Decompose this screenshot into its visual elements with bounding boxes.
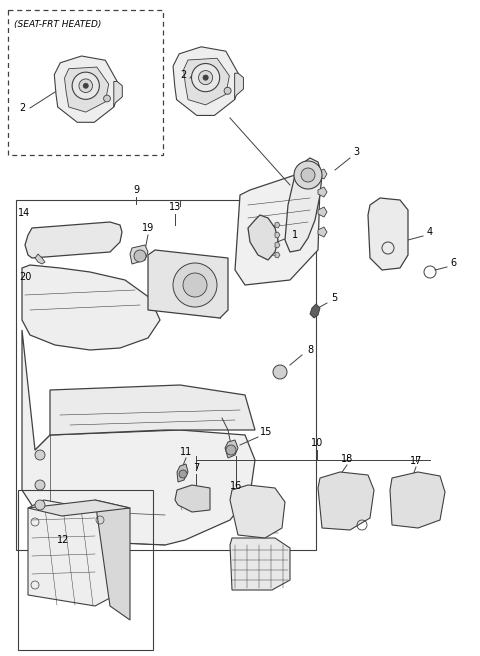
Polygon shape <box>25 222 122 258</box>
Text: 18: 18 <box>341 454 353 464</box>
Polygon shape <box>177 464 188 482</box>
Polygon shape <box>275 252 280 258</box>
Text: 19: 19 <box>142 223 154 233</box>
Text: 7: 7 <box>193 463 199 473</box>
Text: 5: 5 <box>331 293 337 303</box>
Polygon shape <box>318 472 374 530</box>
Text: 20: 20 <box>19 272 31 282</box>
Text: 11: 11 <box>180 447 192 457</box>
Polygon shape <box>318 227 327 237</box>
Circle shape <box>35 480 45 490</box>
Bar <box>16 200 316 550</box>
Polygon shape <box>28 500 110 606</box>
Circle shape <box>224 87 231 94</box>
Polygon shape <box>148 250 228 318</box>
Text: 14: 14 <box>18 208 30 218</box>
Text: 13: 13 <box>169 202 181 212</box>
Circle shape <box>72 72 99 99</box>
Text: 17: 17 <box>410 456 422 466</box>
Polygon shape <box>248 215 278 260</box>
Polygon shape <box>285 158 322 252</box>
Polygon shape <box>310 304 320 318</box>
Polygon shape <box>368 198 408 270</box>
Polygon shape <box>235 175 320 285</box>
Text: 4: 4 <box>427 227 433 237</box>
Text: 9: 9 <box>133 185 139 195</box>
Polygon shape <box>225 440 238 458</box>
Text: 16: 16 <box>230 481 242 491</box>
Polygon shape <box>64 67 108 112</box>
Circle shape <box>301 168 315 182</box>
Text: 6: 6 <box>450 258 456 268</box>
Circle shape <box>192 64 220 92</box>
Bar <box>18 490 153 650</box>
Circle shape <box>35 500 45 510</box>
Text: 12: 12 <box>57 535 69 545</box>
Polygon shape <box>275 232 280 238</box>
Polygon shape <box>28 500 130 516</box>
Polygon shape <box>95 500 130 620</box>
Circle shape <box>35 450 45 460</box>
Polygon shape <box>230 538 290 590</box>
Text: 3: 3 <box>353 147 359 157</box>
Polygon shape <box>235 73 243 100</box>
Circle shape <box>273 365 287 379</box>
Polygon shape <box>54 56 117 122</box>
Polygon shape <box>183 58 229 105</box>
Text: 1: 1 <box>292 230 298 240</box>
Text: 15: 15 <box>260 427 272 437</box>
Circle shape <box>203 75 208 80</box>
Circle shape <box>104 95 110 102</box>
Circle shape <box>79 79 93 92</box>
Circle shape <box>294 161 322 189</box>
Polygon shape <box>22 330 255 545</box>
Circle shape <box>83 83 88 89</box>
Polygon shape <box>130 245 148 264</box>
Polygon shape <box>173 47 238 115</box>
Polygon shape <box>318 169 327 179</box>
Polygon shape <box>275 222 280 228</box>
Polygon shape <box>275 242 280 248</box>
Polygon shape <box>22 265 160 350</box>
Bar <box>8 10 163 155</box>
Text: 2: 2 <box>180 70 186 80</box>
Polygon shape <box>114 81 122 107</box>
Circle shape <box>134 250 146 262</box>
Text: 2: 2 <box>19 103 25 113</box>
Polygon shape <box>230 485 285 538</box>
Circle shape <box>199 71 213 85</box>
Polygon shape <box>318 187 327 197</box>
Polygon shape <box>318 207 327 217</box>
Circle shape <box>226 445 236 455</box>
Text: 8: 8 <box>307 345 313 355</box>
Polygon shape <box>390 472 445 528</box>
Text: (SEAT-FRT HEATED): (SEAT-FRT HEATED) <box>14 20 101 28</box>
Circle shape <box>173 263 217 307</box>
Polygon shape <box>35 254 45 264</box>
Circle shape <box>179 470 187 478</box>
Circle shape <box>183 273 207 297</box>
Polygon shape <box>50 385 255 435</box>
Text: 10: 10 <box>311 438 323 448</box>
Polygon shape <box>175 485 210 512</box>
